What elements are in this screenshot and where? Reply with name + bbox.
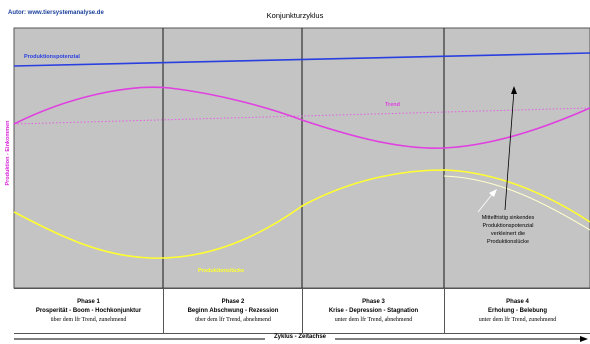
note-line-1: Mittelfristig sinkendes	[481, 215, 535, 221]
trend-wave	[13, 86, 590, 149]
chart-title: Konjunkturzyklus	[266, 11, 324, 20]
phase-1-sub: über dem lfr Trend, zunehmend	[50, 317, 127, 323]
phase-4-desc: Erholung - Belebung	[488, 308, 547, 314]
note-arrow-2	[477, 191, 495, 213]
phase-2-title: Phase 2	[221, 299, 245, 305]
potential-line	[13, 52, 590, 67]
phase-4-sub: unter dem lfr Trend, zunehmend	[478, 317, 557, 323]
phase-3-title: Phase 3	[362, 299, 385, 305]
trend-dotted-line	[13, 107, 590, 125]
y-axis-label: Produktion - Einkommen	[5, 120, 11, 186]
phase-4: Phase 4 Erholung - Belebung unter dem lf…	[444, 289, 590, 333]
arrow-head-1	[511, 86, 517, 94]
phase-3-sub: unter dem lfr Trend, abnehmend	[334, 317, 413, 323]
time-axis-arrowhead	[580, 336, 588, 342]
phase-row: Phase 1 Prosperität - Boom - Hochkonjunk…	[14, 288, 590, 334]
trend-label: Trend	[385, 102, 400, 108]
gap-label: Produktionslücke	[198, 268, 244, 274]
note-line-2: Produktionspotenzial	[482, 223, 534, 229]
time-axis-label: Zyklus - Zeitachse	[270, 334, 331, 340]
gap-wave-lower	[443, 175, 590, 231]
phase-1-desc: Prosperität - Boom - Hochkonjunktur	[35, 308, 142, 314]
author-credit: Autor: www.tiersystemanalyse.de	[8, 10, 104, 16]
phase-1-title: Phase 1	[77, 299, 100, 305]
note-line-3: verkleinert die	[490, 231, 526, 237]
phase-3: Phase 3 Krise - Depression - Stagnation …	[302, 289, 444, 333]
phase-4-title: Phase 4	[506, 299, 529, 305]
arrow-head-2	[489, 189, 497, 197]
potential-note: Mittelfristig sinkendes Produktionspoten…	[448, 214, 568, 246]
note-arrow-1	[504, 89, 515, 211]
phase-1: Phase 1 Prosperität - Boom - Hochkonjunk…	[14, 289, 163, 333]
phase-2-desc: Beginn Abschwung - Rezession	[187, 308, 279, 314]
phase-2-sub: über dem lfr Trend, abnehmend	[195, 317, 271, 323]
potential-label: Produktionspotenzial	[24, 54, 80, 60]
phase-2: Phase 2 Beginn Abschwung - Rezession übe…	[163, 289, 302, 333]
phase-3-desc: Krise - Depression - Stagnation	[328, 308, 419, 314]
note-line-4: Produktionslücke	[487, 239, 529, 245]
gap-wave	[13, 169, 590, 259]
